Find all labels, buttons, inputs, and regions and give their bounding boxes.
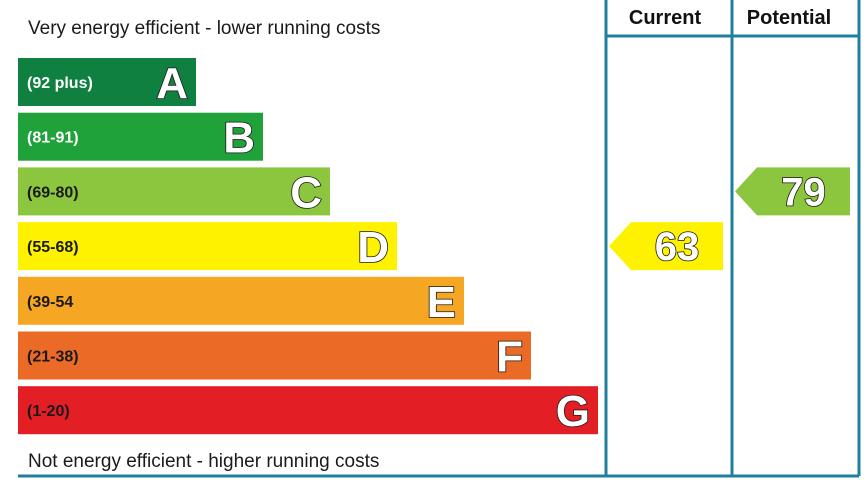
band-range-a: (92 plus) [27,75,93,92]
band-g: (1-20) G [18,386,598,437]
band-bar-f [18,331,531,380]
bottom-caption: Not energy efficient - higher running co… [28,451,379,472]
band-bar-g [18,386,598,435]
band-bar-e [18,276,464,325]
band-range-g: (1-20) [27,403,70,420]
potential-header: Potential [747,7,831,29]
current-header: Current [629,7,702,29]
band-d: (55-68) D [18,222,397,273]
band-letter-d: D [357,223,389,272]
band-letter-b: B [223,114,255,163]
band-b: (81-91) B [18,112,263,163]
top-caption: Very energy efficient - lower running co… [28,18,380,39]
band-bar-d [18,222,397,271]
band-f: (21-38) F [18,331,531,382]
band-e: (39-54 E [18,276,464,328]
band-range-e: (39-54 [27,294,73,311]
band-range-d: (55-68) [27,239,79,256]
band-bar-c [18,167,330,216]
band-letter-e: E [427,278,456,327]
band-letter-c: C [290,168,322,217]
band-letter-g: G [556,387,590,436]
potential-rating-arrow: 79 [735,167,850,216]
band-a: (92 plus) A [18,58,196,109]
score-arrows: 63 79 [609,167,850,271]
current-rating-arrow-value: 63 [655,225,700,269]
band-c: (69-80) C [18,167,330,218]
band-letter-a: A [156,59,188,108]
potential-rating-arrow-value: 79 [781,170,826,214]
band-bar-b [18,112,263,161]
band-letter-f: F [496,333,523,382]
current-rating-arrow: 63 [609,222,723,271]
current-rating-arrow-shape [609,222,723,271]
band-bar-a [18,58,196,106]
rating-bands: (92 plus) A(81-91) B(69-80) C(55-68) D(39-54… [18,58,598,437]
table-frame [18,0,861,478]
band-range-f: (21-38) [27,349,79,366]
band-range-c: (69-80) [27,184,79,201]
potential-rating-arrow-shape [735,167,850,216]
band-range-b: (81-91) [27,130,79,147]
